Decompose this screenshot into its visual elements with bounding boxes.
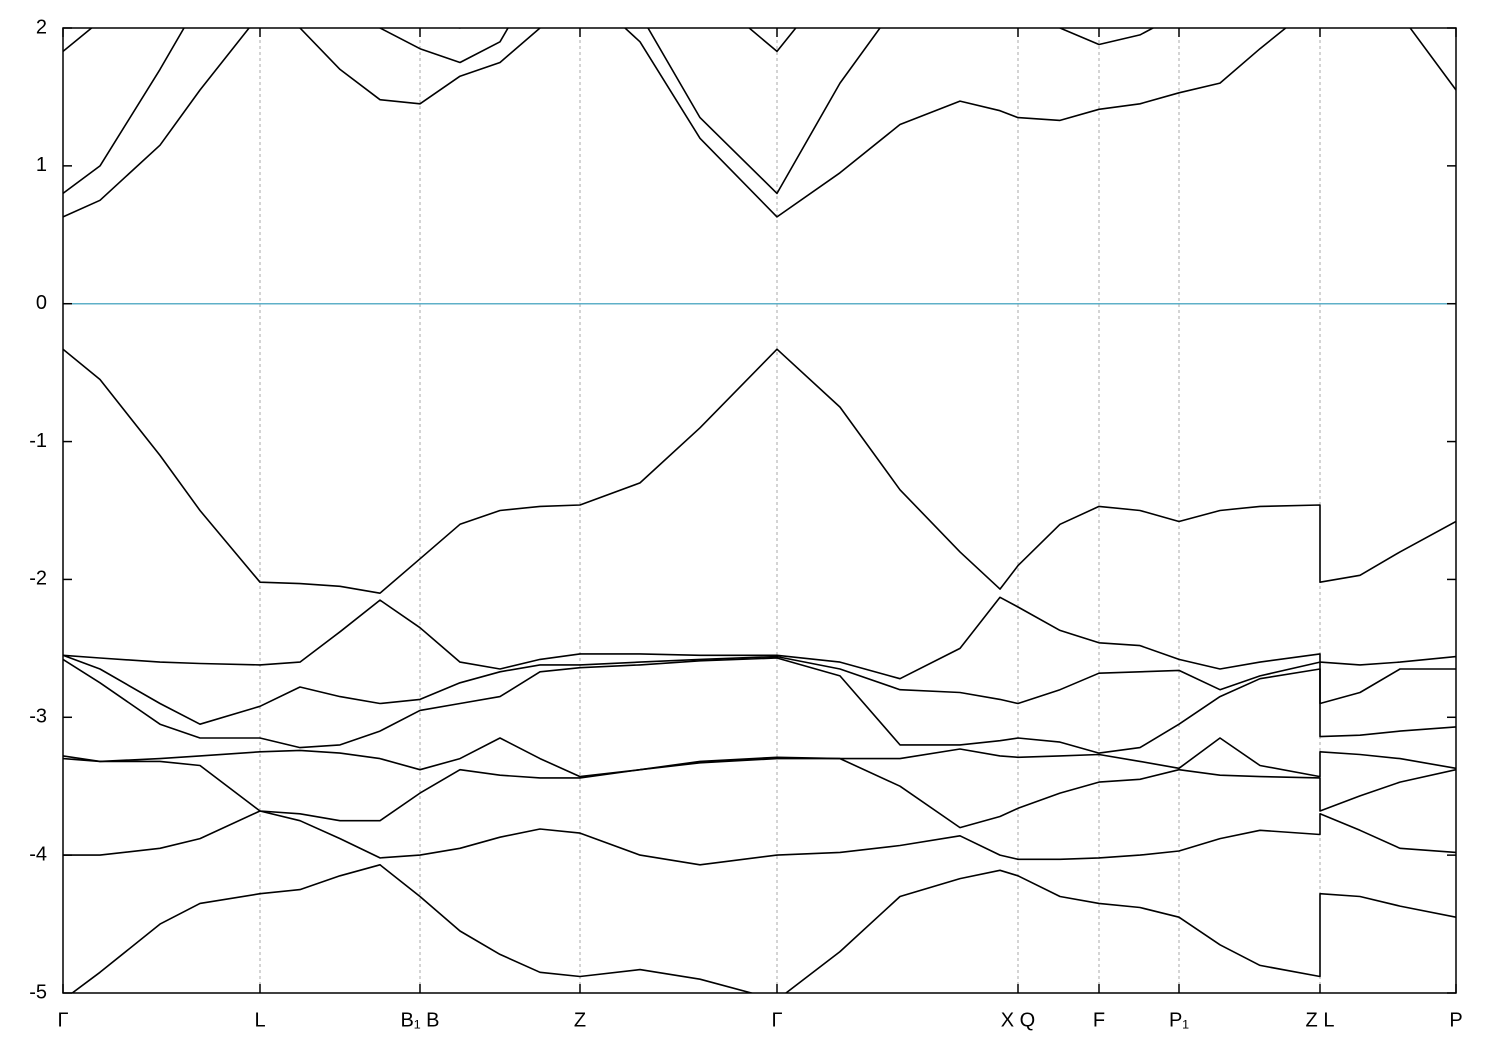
x-tick-label: L xyxy=(254,1009,265,1031)
x-tick-label: P₁ xyxy=(1169,1009,1189,1031)
band-line xyxy=(63,28,1456,195)
x-tick-label: B₁ B xyxy=(401,1009,440,1031)
x-tick-label: P xyxy=(1449,1009,1462,1031)
x-tick-label: Z xyxy=(574,1009,586,1031)
x-tick-label: Γ xyxy=(57,1009,68,1031)
y-tick-label: 0 xyxy=(36,292,47,314)
y-tick-label: -4 xyxy=(29,843,47,865)
band-line xyxy=(63,348,1456,595)
y-tick-label: 2 xyxy=(36,16,47,38)
y-tick-label: 1 xyxy=(36,154,47,176)
y-tick-label: -5 xyxy=(29,981,47,1003)
plot-area xyxy=(63,28,1456,993)
band-line xyxy=(63,28,797,53)
plot-frame xyxy=(62,27,1457,994)
band-line xyxy=(63,28,1456,218)
y-tick-label: -2 xyxy=(29,568,47,590)
x-tick-label: Z L xyxy=(1306,1009,1335,1031)
y-tick-label: -1 xyxy=(29,430,47,452)
band-line xyxy=(63,657,1456,754)
band-line xyxy=(63,810,1456,866)
band-line xyxy=(63,654,1456,726)
x-tick-label: F xyxy=(1093,1009,1105,1031)
y-tick-label: -3 xyxy=(29,706,47,728)
band-line xyxy=(63,596,1456,680)
axes: -5 -4 -3 -2 -1 0 1 2 Γ L B₁ B Z Γ X Q F P₁ Z L P xyxy=(29,16,1462,1031)
band-line xyxy=(63,757,1456,829)
x-tick-label: X Q xyxy=(1001,1009,1035,1031)
x-tick-label: Γ xyxy=(771,1009,782,1031)
band-line xyxy=(70,863,1456,993)
